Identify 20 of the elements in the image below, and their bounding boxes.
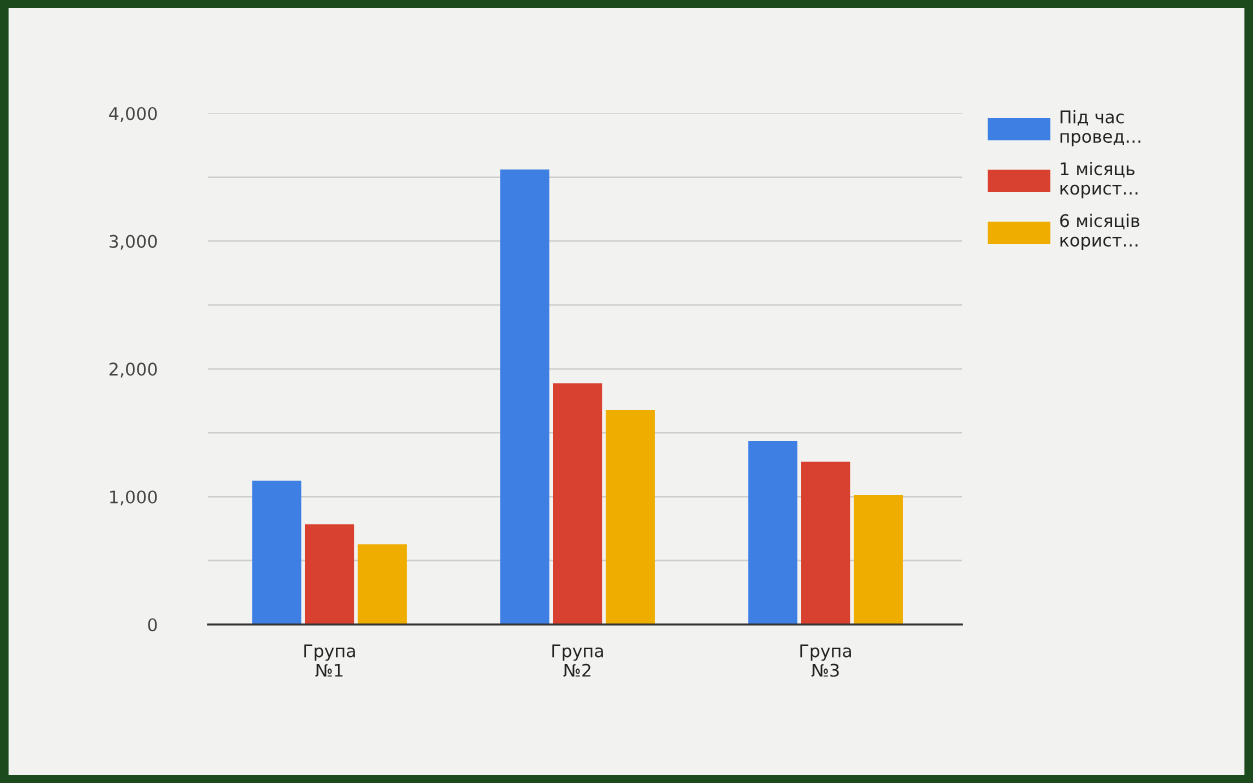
bar <box>252 480 302 625</box>
legend-label: 1 місяць корист… <box>1060 161 1138 199</box>
x-tick-label: Група №1 <box>304 644 355 677</box>
bar <box>748 440 798 625</box>
bar <box>801 461 851 625</box>
bar <box>605 410 655 625</box>
bar <box>304 524 355 625</box>
bar <box>500 169 550 625</box>
y-tick-label: 2,000 <box>109 362 157 378</box>
bar <box>853 495 903 625</box>
y-tick-label: 0 <box>148 618 157 632</box>
bar <box>553 383 603 625</box>
bar <box>357 544 407 625</box>
legend-label: 6 місяців корист… <box>1060 213 1140 250</box>
y-tick-label: 4,000 <box>109 107 157 122</box>
x-tick-label: Група №2 <box>552 644 603 677</box>
y-tick-label: 1,000 <box>110 490 157 506</box>
legend-label: Під час провед… <box>1060 110 1141 147</box>
y-tick-label: 3,000 <box>109 234 157 250</box>
x-tick-label: Група №3 <box>800 644 851 677</box>
